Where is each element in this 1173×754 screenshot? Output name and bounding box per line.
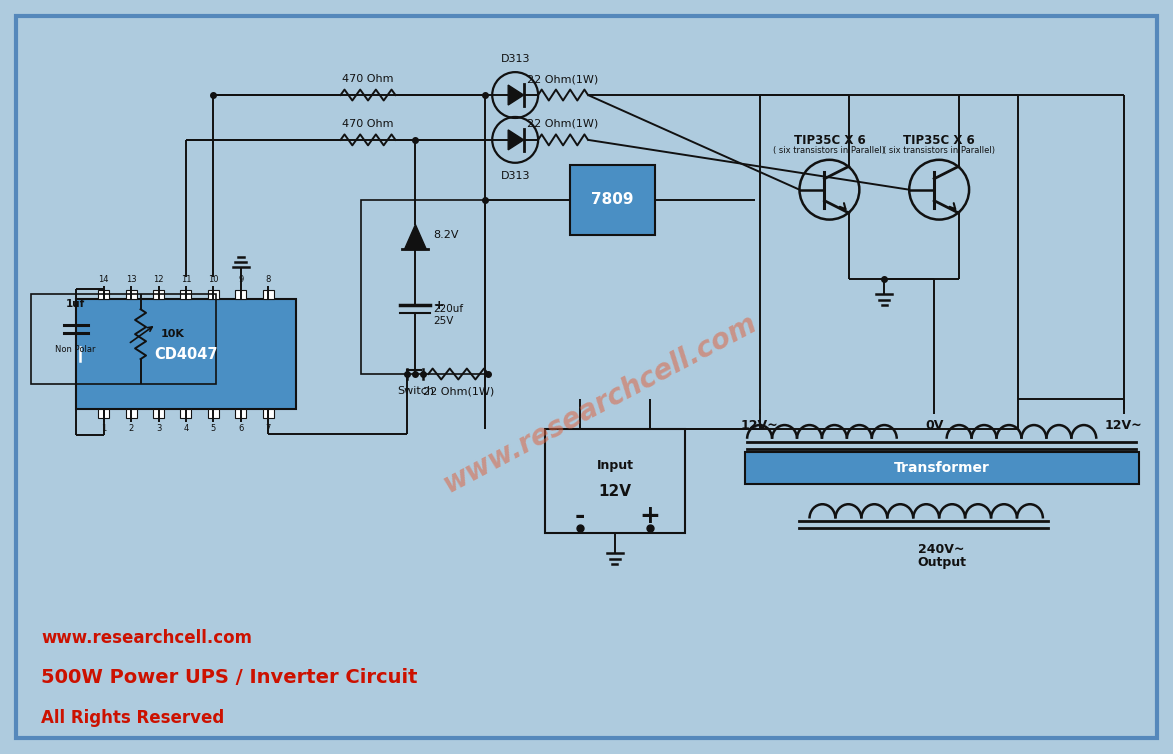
Text: 6: 6 [238,425,244,434]
Text: 1: 1 [101,425,107,434]
Text: 22 Ohm(1W): 22 Ohm(1W) [528,74,598,84]
Text: 10: 10 [208,275,218,284]
Bar [360,200,486,374]
Text: 12V: 12V [598,484,631,499]
Text: 240V~: 240V~ [918,544,965,556]
Text: Transformer: Transformer [894,461,990,475]
Bar [545,429,685,533]
Bar [181,290,191,299]
Bar [263,409,273,418]
Text: All Rights Reserved: All Rights Reserved [41,709,224,727]
Text: 14: 14 [99,275,109,284]
Text: 0V: 0V [925,418,943,432]
Text: -: - [575,504,585,528]
Text: 4: 4 [183,425,189,434]
Bar [745,452,1139,483]
Text: 8.2V: 8.2V [433,229,459,240]
Bar [76,299,296,409]
Text: 12V~: 12V~ [740,418,779,432]
Bar [99,290,109,299]
Text: 1uf: 1uf [66,299,84,309]
Text: 10K: 10K [161,329,185,339]
Text: D313: D313 [501,54,530,64]
Text: 470 Ohm: 470 Ohm [343,119,394,129]
Text: 13: 13 [126,275,136,284]
Text: TIP35C X 6: TIP35C X 6 [903,134,975,147]
Bar [570,165,655,234]
Bar [181,409,191,418]
Text: 5: 5 [211,425,216,434]
Text: 2: 2 [129,425,134,434]
Bar [152,290,164,299]
Bar [236,409,246,418]
Text: 8: 8 [265,275,271,284]
Text: ( six transistors in Parallel): ( six transistors in Parallel) [883,146,995,155]
Text: www.researchcell.com: www.researchcell.com [41,629,252,647]
Bar [126,290,136,299]
Text: 22 Ohm(1W): 22 Ohm(1W) [528,119,598,129]
Bar [208,409,219,418]
Text: 9: 9 [238,275,244,284]
Text: +: + [433,299,445,311]
Text: 25V: 25V [433,316,454,326]
Bar [208,290,219,299]
Text: Non Polar: Non Polar [55,345,95,354]
Text: 12V~: 12V~ [1105,418,1143,432]
Text: CD4047: CD4047 [154,347,218,362]
Bar [152,409,164,418]
Text: +: + [639,504,660,528]
Text: Switch: Switch [396,386,434,396]
Text: www.researchcell.com: www.researchcell.com [439,309,761,499]
Bar [236,290,246,299]
Polygon shape [508,85,523,105]
Text: Output: Output [917,556,967,569]
Polygon shape [405,225,426,250]
Text: 12: 12 [154,275,164,284]
Text: 500W Power UPS / Inverter Circuit: 500W Power UPS / Inverter Circuit [41,668,418,688]
Text: 220uf: 220uf [433,305,463,314]
Bar [263,290,273,299]
Text: 3: 3 [156,425,161,434]
Bar [32,294,216,384]
Text: 22 Ohm(1W): 22 Ohm(1W) [422,387,494,397]
Text: 7: 7 [265,425,271,434]
Bar [126,409,136,418]
Text: 7809: 7809 [591,192,633,207]
Text: TIP35C X 6: TIP35C X 6 [794,134,866,147]
Text: D313: D313 [501,170,530,181]
Polygon shape [508,130,523,150]
Text: ( six transistors in Parallel): ( six transistors in Parallel) [773,146,886,155]
Bar [99,409,109,418]
Text: 11: 11 [181,275,191,284]
Text: 470 Ohm: 470 Ohm [343,74,394,84]
Text: Input: Input [596,459,633,472]
